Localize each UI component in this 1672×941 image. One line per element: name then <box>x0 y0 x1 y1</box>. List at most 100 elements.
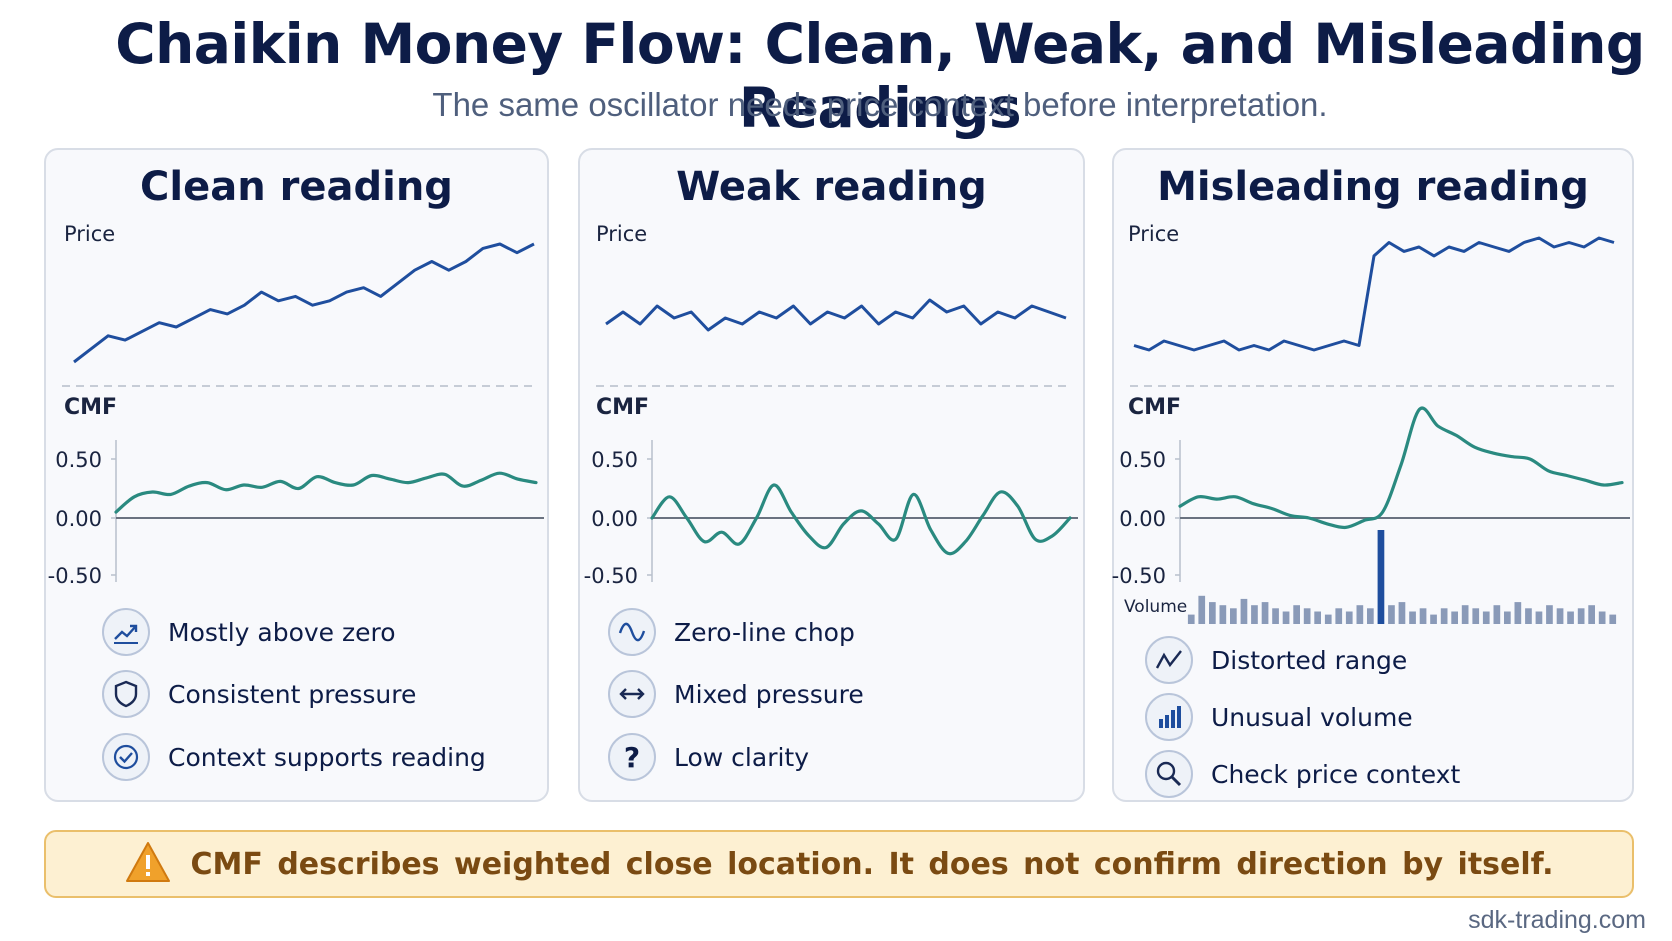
cmf-label: CMF <box>64 395 117 420</box>
feature-label: Mostly above zero <box>168 617 396 647</box>
volume-bar <box>1535 611 1543 624</box>
volume-bar <box>1314 611 1321 624</box>
cmf-line <box>650 483 1072 556</box>
price-label: Price <box>64 222 115 246</box>
volume-bar <box>1272 608 1279 624</box>
panel-title: Misleading reading <box>1157 164 1589 210</box>
magnifier-icon <box>1145 750 1193 798</box>
volume-bar <box>1240 598 1248 624</box>
cmf-tick-label: 0.50 <box>1119 448 1166 472</box>
volume-bar <box>1356 605 1364 624</box>
feature-item: Consistent pressure <box>102 667 416 721</box>
page-title: Chaikin Money Flow: Clean, Weak, and Mis… <box>115 12 1645 140</box>
volume-bar <box>1335 608 1343 624</box>
volume-bar <box>1556 608 1564 624</box>
volume-bar <box>1398 602 1406 624</box>
feature-label: Low clarity <box>674 742 810 772</box>
cmf-tick-label: 0.00 <box>591 507 638 531</box>
footer-watermark: sdk-trading.com <box>1468 906 1646 934</box>
volume-bar <box>1367 608 1374 624</box>
question-icon: ? <box>608 733 656 781</box>
volume-bar <box>1525 608 1532 624</box>
feature-label: Distorted range <box>1211 645 1408 675</box>
page-subtitle: The same oscillator needs price context … <box>432 86 1328 123</box>
feature-label: Check price context <box>1211 759 1461 789</box>
feature-item: Context supports reading <box>102 730 486 784</box>
volume-bar <box>1588 605 1595 624</box>
volume-bar <box>1261 602 1269 624</box>
cmf-label: CMF <box>1128 395 1181 420</box>
feature-item: Distorted range <box>1145 633 1407 687</box>
volume-bar <box>1504 611 1511 624</box>
volume-bar <box>1303 608 1311 624</box>
feature-item: Unusual volume <box>1145 690 1413 744</box>
volume-bar <box>1546 605 1553 624</box>
volume-bar <box>1567 611 1574 624</box>
cmf-tick-label: -0.50 <box>584 564 638 588</box>
panel-title: Clean reading <box>140 164 453 210</box>
double-arrow-icon <box>608 670 656 718</box>
volume-bar <box>1230 608 1237 624</box>
warning-banner: CMF describes weighted close location. I… <box>44 830 1634 898</box>
price-label: Price <box>1128 222 1179 246</box>
shield-icon <box>102 670 150 718</box>
volume-bar <box>1609 614 1617 624</box>
chart-misleading-reading: Price CMF 0.50 0.00 -0.50 Volume <box>1112 222 1630 624</box>
volume-bar <box>1430 614 1437 624</box>
feature-label: Mixed pressure <box>674 679 864 709</box>
feature-item: Mixed pressure <box>608 667 864 721</box>
cmf-tick-label: 0.50 <box>591 448 638 472</box>
panel-title: Weak reading <box>676 164 987 210</box>
cmf-line <box>114 471 538 514</box>
volume-bar <box>1282 611 1290 624</box>
feature-item: Check price context <box>1145 747 1460 801</box>
cmf-label: CMF <box>596 395 649 420</box>
check-circle-icon <box>102 733 150 781</box>
feature-item: ? Low clarity <box>608 730 809 784</box>
feature-label: Consistent pressure <box>168 679 417 709</box>
price-label: Price <box>596 222 647 246</box>
volume-bar <box>1209 602 1216 624</box>
volume-bar <box>1187 614 1195 624</box>
price-line <box>605 298 1067 332</box>
panel-weak-reading: Weak reading Price CMF 0.50 0.00 -0.50 Zero-… <box>578 148 1085 802</box>
zigzag-icon <box>1145 636 1193 684</box>
volume-bar <box>1461 605 1469 624</box>
banner-text: CMF describes weighted close location. I… <box>190 846 1554 882</box>
volume-bar <box>1198 595 1206 624</box>
volume-spike-bar <box>1377 530 1385 624</box>
cmf-tick-label: 0.50 <box>55 448 102 472</box>
volume-bar <box>1345 611 1353 624</box>
volume-bar <box>1514 602 1522 624</box>
panel-misleading-reading: Misleading reading Price CMF 0.50 0.00 -0.50… <box>1112 148 1634 802</box>
volume-bar <box>1598 611 1606 624</box>
volume-bar <box>1493 605 1501 624</box>
cmf-tick-label: 0.00 <box>1119 507 1166 531</box>
feature-label: Context supports reading <box>168 742 486 772</box>
volume-bar <box>1472 608 1480 624</box>
volume-bar <box>1388 605 1395 624</box>
feature-label: Unusual volume <box>1211 702 1413 732</box>
cmf-tick-label: -0.50 <box>1112 564 1166 588</box>
volume-bar <box>1324 614 1332 624</box>
volume-bar <box>1419 608 1427 624</box>
volume-bar <box>1409 611 1416 624</box>
volume-label: Volume <box>1124 597 1187 617</box>
warning-icon <box>125 841 171 887</box>
cmf-tick-label: 0.00 <box>55 507 102 531</box>
volume-bar <box>1219 605 1227 624</box>
trend-up-icon <box>102 608 150 656</box>
wave-icon <box>608 608 656 656</box>
panel-clean-reading: Clean reading Price CMF 0.50 0.00 -0.50 Most… <box>44 148 549 802</box>
feature-label: Zero-line chop <box>674 617 855 647</box>
volume-bar <box>1440 608 1448 624</box>
feature-item: Zero-line chop <box>608 605 855 659</box>
cmf-line <box>1178 406 1624 530</box>
price-line <box>73 242 535 364</box>
feature-item: Mostly above zero <box>102 605 396 659</box>
chart-weak-reading: Price CMF 0.50 0.00 -0.50 <box>584 222 1078 588</box>
volume-bar <box>1482 611 1490 624</box>
volume-bar <box>1577 608 1585 624</box>
chart-clean-reading: Price CMF 0.50 0.00 -0.50 <box>48 222 544 588</box>
volume-bar <box>1451 611 1458 624</box>
